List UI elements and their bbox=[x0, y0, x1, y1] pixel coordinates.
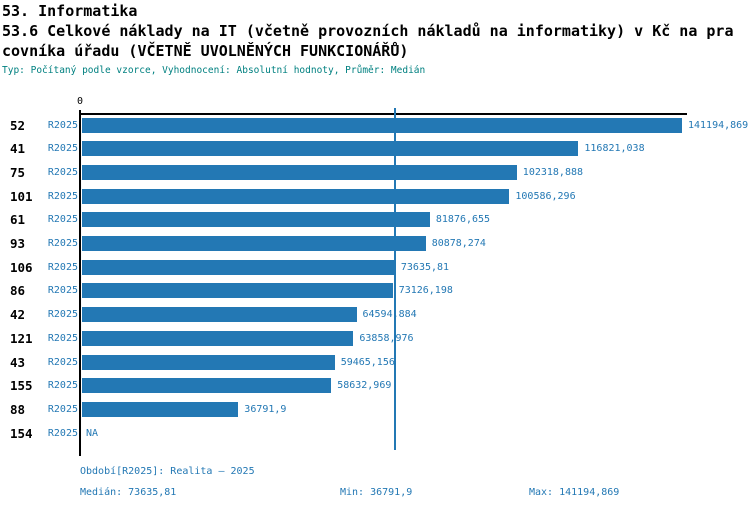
row-office-id-label: 154 bbox=[10, 426, 33, 441]
row-office-id-label: 42 bbox=[10, 307, 26, 322]
row-office-id-label: 101 bbox=[10, 189, 33, 204]
section-title: 53. Informatika bbox=[2, 2, 138, 20]
row-office-id-label: 88 bbox=[10, 402, 26, 417]
bar-value-label: NA bbox=[86, 428, 99, 439]
y-axis-line bbox=[79, 110, 81, 456]
chart-subtitle-line2: covníka úřadu (VČETNĚ UVOLNĚNÝCH FUNKCIO… bbox=[2, 42, 409, 60]
x-axis-top-line bbox=[79, 113, 687, 115]
row-period-label: R2025 bbox=[47, 262, 78, 273]
bar-value-label: 36791,9 bbox=[244, 404, 287, 415]
row-period-label: R2025 bbox=[47, 143, 78, 154]
row-office-id-label: 75 bbox=[10, 165, 26, 180]
row-office-id-label: 93 bbox=[10, 236, 26, 251]
bar-value-label: 100586,296 bbox=[515, 191, 576, 202]
row-period-label: R2025 bbox=[47, 380, 78, 391]
row-period-label: R2025 bbox=[47, 120, 78, 131]
bar-value-label: 59465,156 bbox=[340, 357, 395, 368]
value-bar bbox=[82, 165, 517, 180]
footer-min-stat: Min: 36791,9 bbox=[340, 487, 413, 498]
value-bar bbox=[82, 307, 357, 322]
bar-value-label: 116821,038 bbox=[584, 143, 645, 154]
row-office-id-label: 41 bbox=[10, 141, 26, 156]
bar-value-label: 80878,274 bbox=[431, 238, 486, 249]
value-bar bbox=[82, 141, 579, 156]
row-office-id-label: 106 bbox=[10, 260, 33, 275]
bar-value-label: 73635,81 bbox=[400, 262, 450, 273]
value-bar bbox=[82, 402, 239, 417]
value-bar bbox=[82, 355, 335, 370]
value-bar bbox=[82, 189, 510, 204]
row-period-label: R2025 bbox=[47, 238, 78, 249]
row-office-id-label: 61 bbox=[10, 212, 26, 227]
value-bar bbox=[82, 378, 332, 393]
chart-subtitle-line1: 53.6 Celkové náklady na IT (včetně provo… bbox=[2, 22, 734, 40]
footer-median-stat: Medián: 73635,81 bbox=[80, 487, 177, 498]
row-office-id-label: 86 bbox=[10, 283, 26, 298]
value-bar bbox=[82, 212, 430, 227]
row-office-id-label: 52 bbox=[10, 118, 26, 133]
row-period-label: R2025 bbox=[47, 428, 78, 439]
value-bar bbox=[82, 236, 426, 251]
bar-value-label: 81876,655 bbox=[435, 214, 491, 225]
bar-value-label: 73126,198 bbox=[398, 285, 453, 296]
bar-value-label: 64594,884 bbox=[362, 309, 417, 320]
row-period-label: R2025 bbox=[47, 333, 78, 344]
row-period-label: R2025 bbox=[47, 309, 78, 320]
row-office-id-label: 43 bbox=[10, 355, 26, 370]
axis-zero-tick-label: 0 bbox=[76, 96, 84, 107]
bar-value-label: 63858,976 bbox=[359, 333, 414, 344]
value-bar bbox=[82, 118, 682, 133]
row-period-label: R2025 bbox=[47, 167, 78, 178]
footer-max-stat: Max: 141194,869 bbox=[529, 487, 620, 498]
footer-period-legend: Období[R2025]: Realita – 2025 bbox=[80, 466, 255, 477]
chart-meta-info: Typ: Počítaný podle vzorce, Vyhodnocení:… bbox=[2, 65, 426, 76]
value-bar bbox=[82, 283, 393, 298]
bar-value-label: 102318,888 bbox=[522, 167, 584, 178]
row-office-id-label: 121 bbox=[10, 331, 33, 346]
row-period-label: R2025 bbox=[47, 191, 78, 202]
value-bar bbox=[82, 260, 395, 275]
row-period-label: R2025 bbox=[47, 285, 78, 296]
row-office-id-label: 155 bbox=[10, 378, 33, 393]
bar-value-label: 58632,969 bbox=[337, 380, 392, 391]
median-line bbox=[393, 108, 396, 450]
value-bar bbox=[82, 331, 354, 346]
row-period-label: R2025 bbox=[47, 214, 78, 225]
row-period-label: R2025 bbox=[47, 357, 78, 368]
row-period-label: R2025 bbox=[47, 404, 78, 415]
bar-value-label: 141194,869 bbox=[688, 120, 749, 131]
